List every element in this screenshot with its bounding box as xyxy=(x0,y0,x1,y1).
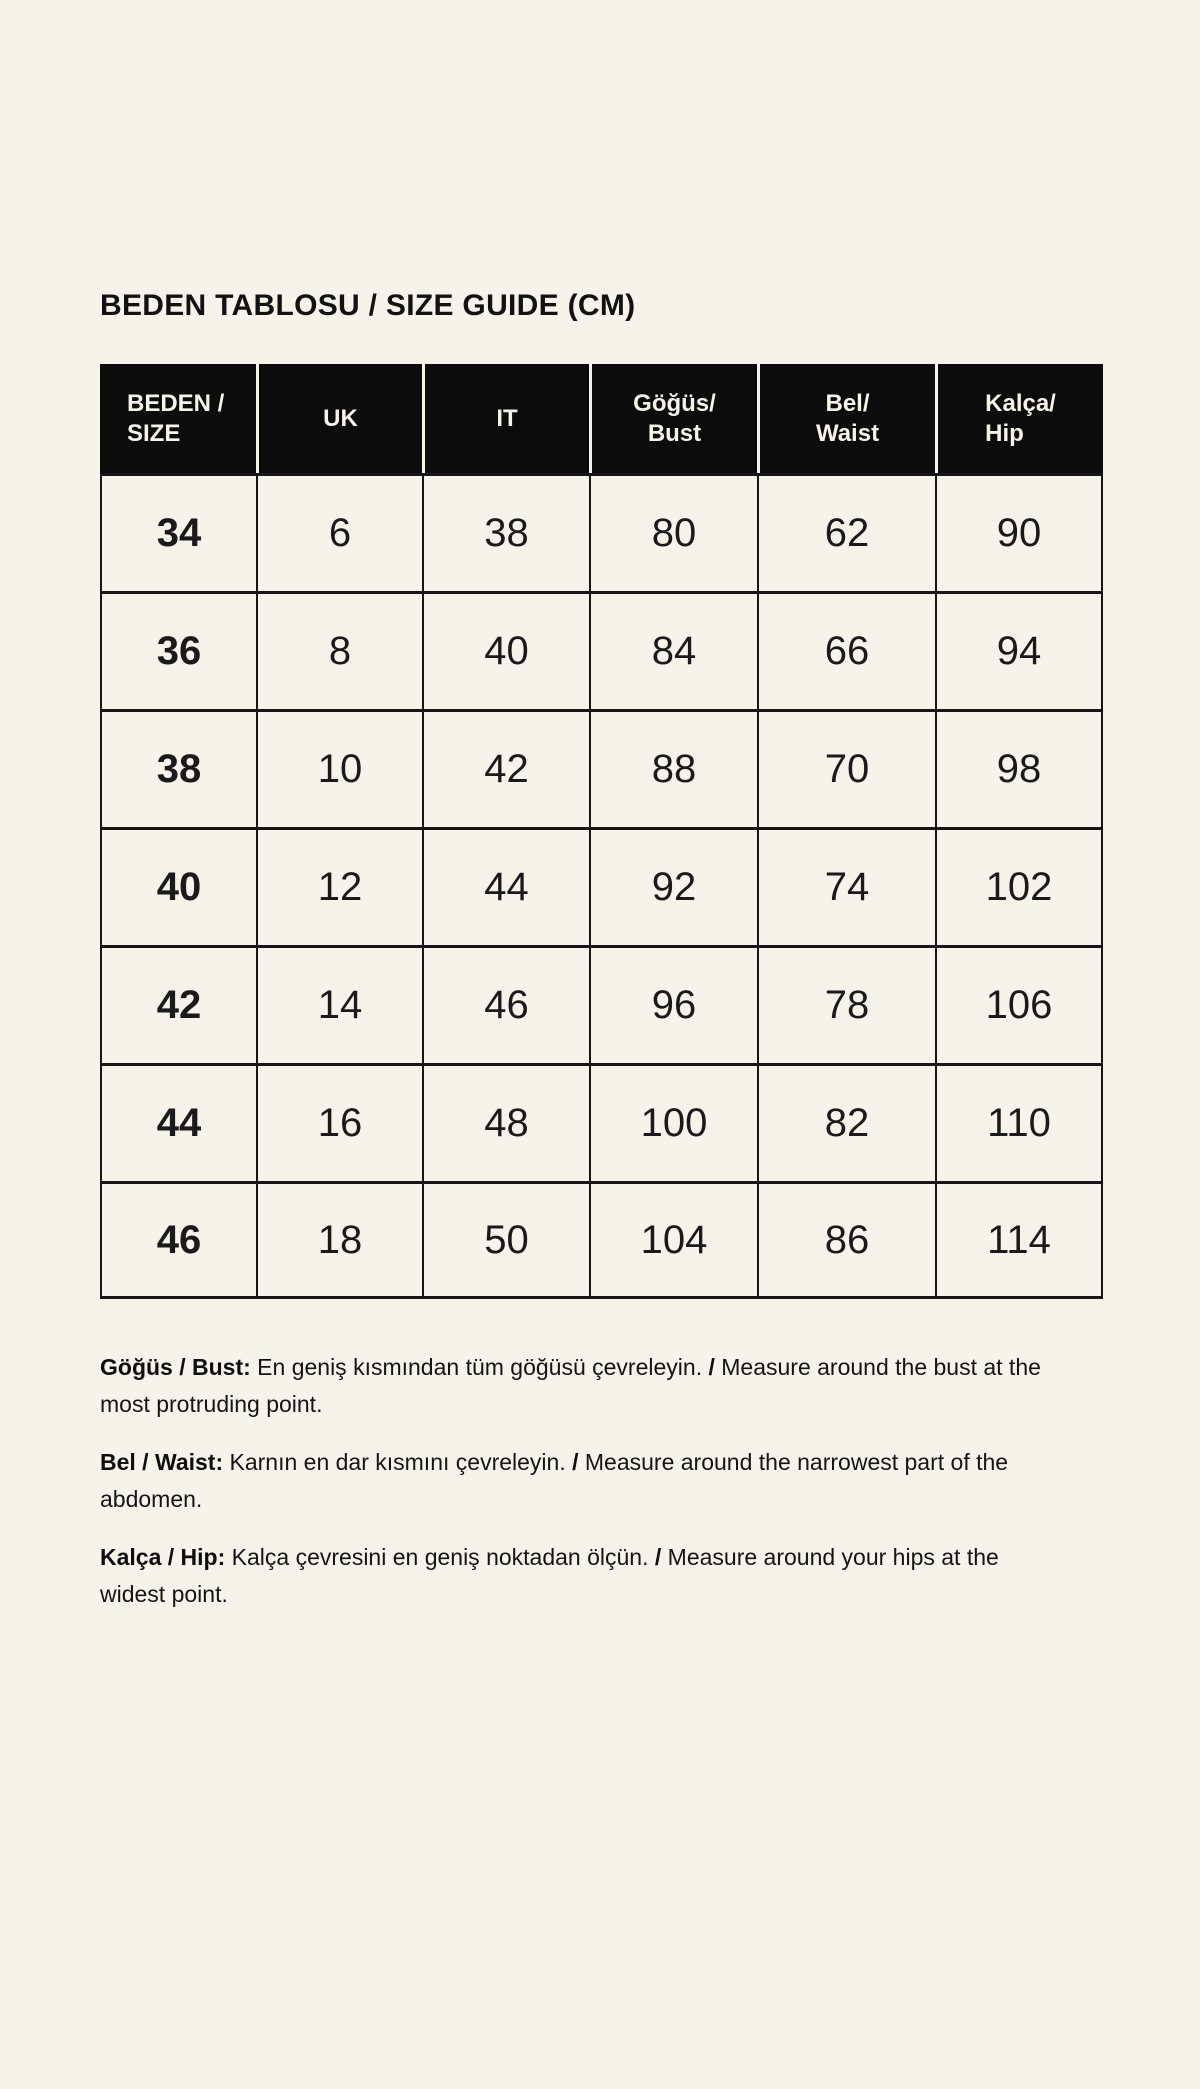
note-hip-text-en: Measure around your hips at the widest p… xyxy=(100,1544,999,1607)
header-cell-waist: Bel/ Waist xyxy=(757,364,935,473)
cell-waist: 74 xyxy=(757,827,935,945)
cell-bust: 80 xyxy=(589,473,757,591)
cell-hip: 102 xyxy=(935,827,1103,945)
note-hip: Kalça / Hip: Kalça çevresini en geniş no… xyxy=(100,1539,1045,1613)
cell-it: 48 xyxy=(422,1063,589,1181)
cell-size: 40 xyxy=(100,827,256,945)
cell-it: 46 xyxy=(422,945,589,1063)
header-cell-it: IT xyxy=(422,364,589,473)
cell-bust: 88 xyxy=(589,709,757,827)
page-title: BEDEN TABLOSU / SIZE GUIDE (CM) xyxy=(100,289,636,322)
note-waist-label: Bel / Waist: xyxy=(100,1449,224,1475)
header-cell-size: BEDEN / SIZE xyxy=(100,364,256,473)
note-waist: Bel / Waist: Karnın en dar kısmını çevre… xyxy=(100,1444,1045,1518)
table-row-size-34: 34 6 38 80 62 90 xyxy=(100,473,1103,591)
header-label-size: BEDEN / SIZE xyxy=(127,389,225,447)
cell-uk: 18 xyxy=(256,1181,422,1299)
header-label-hip: Kalça/ Hip xyxy=(985,389,1056,447)
cell-bust: 96 xyxy=(589,945,757,1063)
header-cell-uk: UK xyxy=(256,364,422,473)
note-hip-label: Kalça / Hip: xyxy=(100,1544,226,1570)
cell-uk: 8 xyxy=(256,591,422,709)
cell-size: 38 xyxy=(100,709,256,827)
cell-it: 40 xyxy=(422,591,589,709)
header-cell-bust: Göğüs/ Bust xyxy=(589,364,757,473)
note-bust-label: Göğüs / Bust: xyxy=(100,1354,251,1380)
cell-bust: 84 xyxy=(589,591,757,709)
cell-it: 44 xyxy=(422,827,589,945)
note-hip-text-tr: Kalça çevresini en geniş noktadan ölçün. xyxy=(231,1544,649,1570)
cell-it: 50 xyxy=(422,1181,589,1299)
table-row-size-40: 40 12 44 92 74 102 xyxy=(100,827,1103,945)
header-label-bust: Göğüs/ Bust xyxy=(633,389,716,447)
cell-size: 46 xyxy=(100,1181,256,1299)
note-waist-text-tr: Karnın en dar kısmını çevreleyin. xyxy=(229,1449,566,1475)
note-hip-separator: / xyxy=(654,1544,662,1570)
cell-hip: 90 xyxy=(935,473,1103,591)
cell-uk: 14 xyxy=(256,945,422,1063)
note-bust-text-en: Measure around the bust at the most prot… xyxy=(100,1354,1041,1417)
cell-uk: 10 xyxy=(256,709,422,827)
table-row-size-42: 42 14 46 96 78 106 xyxy=(100,945,1103,1063)
table-row-size-46: 46 18 50 104 86 114 xyxy=(100,1181,1103,1299)
cell-bust: 104 xyxy=(589,1181,757,1299)
cell-waist: 86 xyxy=(757,1181,935,1299)
header-label-waist: Bel/ Waist xyxy=(815,389,880,447)
cell-bust: 92 xyxy=(589,827,757,945)
cell-waist: 66 xyxy=(757,591,935,709)
table-header-row: BEDEN / SIZE UK IT Göğüs/ Bust Bel/ Wais… xyxy=(100,364,1103,473)
cell-size: 36 xyxy=(100,591,256,709)
cell-size: 44 xyxy=(100,1063,256,1181)
note-bust-text-tr: En geniş kısmından tüm göğüsü çevreleyin… xyxy=(257,1354,703,1380)
cell-size: 42 xyxy=(100,945,256,1063)
note-waist-separator: / xyxy=(572,1449,579,1475)
measurement-notes: Göğüs / Bust: En geniş kısmından tüm göğ… xyxy=(100,1349,1045,1613)
cell-uk: 16 xyxy=(256,1063,422,1181)
cell-waist: 82 xyxy=(757,1063,935,1181)
size-guide-table: BEDEN / SIZE UK IT Göğüs/ Bust Bel/ Wais… xyxy=(100,364,1103,1299)
header-cell-hip: Kalça/ Hip xyxy=(935,364,1103,473)
header-label-uk: UK xyxy=(323,404,358,432)
cell-bust: 100 xyxy=(589,1063,757,1181)
note-bust-separator: / xyxy=(708,1354,715,1380)
cell-hip: 110 xyxy=(935,1063,1103,1181)
cell-size: 34 xyxy=(100,473,256,591)
cell-hip: 94 xyxy=(935,591,1103,709)
cell-waist: 70 xyxy=(757,709,935,827)
cell-hip: 98 xyxy=(935,709,1103,827)
cell-uk: 6 xyxy=(256,473,422,591)
header-label-it: IT xyxy=(496,404,518,432)
table-row-size-36: 36 8 40 84 66 94 xyxy=(100,591,1103,709)
cell-it: 42 xyxy=(422,709,589,827)
cell-waist: 78 xyxy=(757,945,935,1063)
note-bust: Göğüs / Bust: En geniş kısmından tüm göğ… xyxy=(100,1349,1045,1423)
table-row-size-44: 44 16 48 100 82 110 xyxy=(100,1063,1103,1181)
cell-hip: 114 xyxy=(935,1181,1103,1299)
cell-it: 38 xyxy=(422,473,589,591)
cell-hip: 106 xyxy=(935,945,1103,1063)
cell-waist: 62 xyxy=(757,473,935,591)
table-row-size-38: 38 10 42 88 70 98 xyxy=(100,709,1103,827)
cell-uk: 12 xyxy=(256,827,422,945)
note-waist-text-en: Measure around the narrowest part of the… xyxy=(100,1449,1009,1512)
